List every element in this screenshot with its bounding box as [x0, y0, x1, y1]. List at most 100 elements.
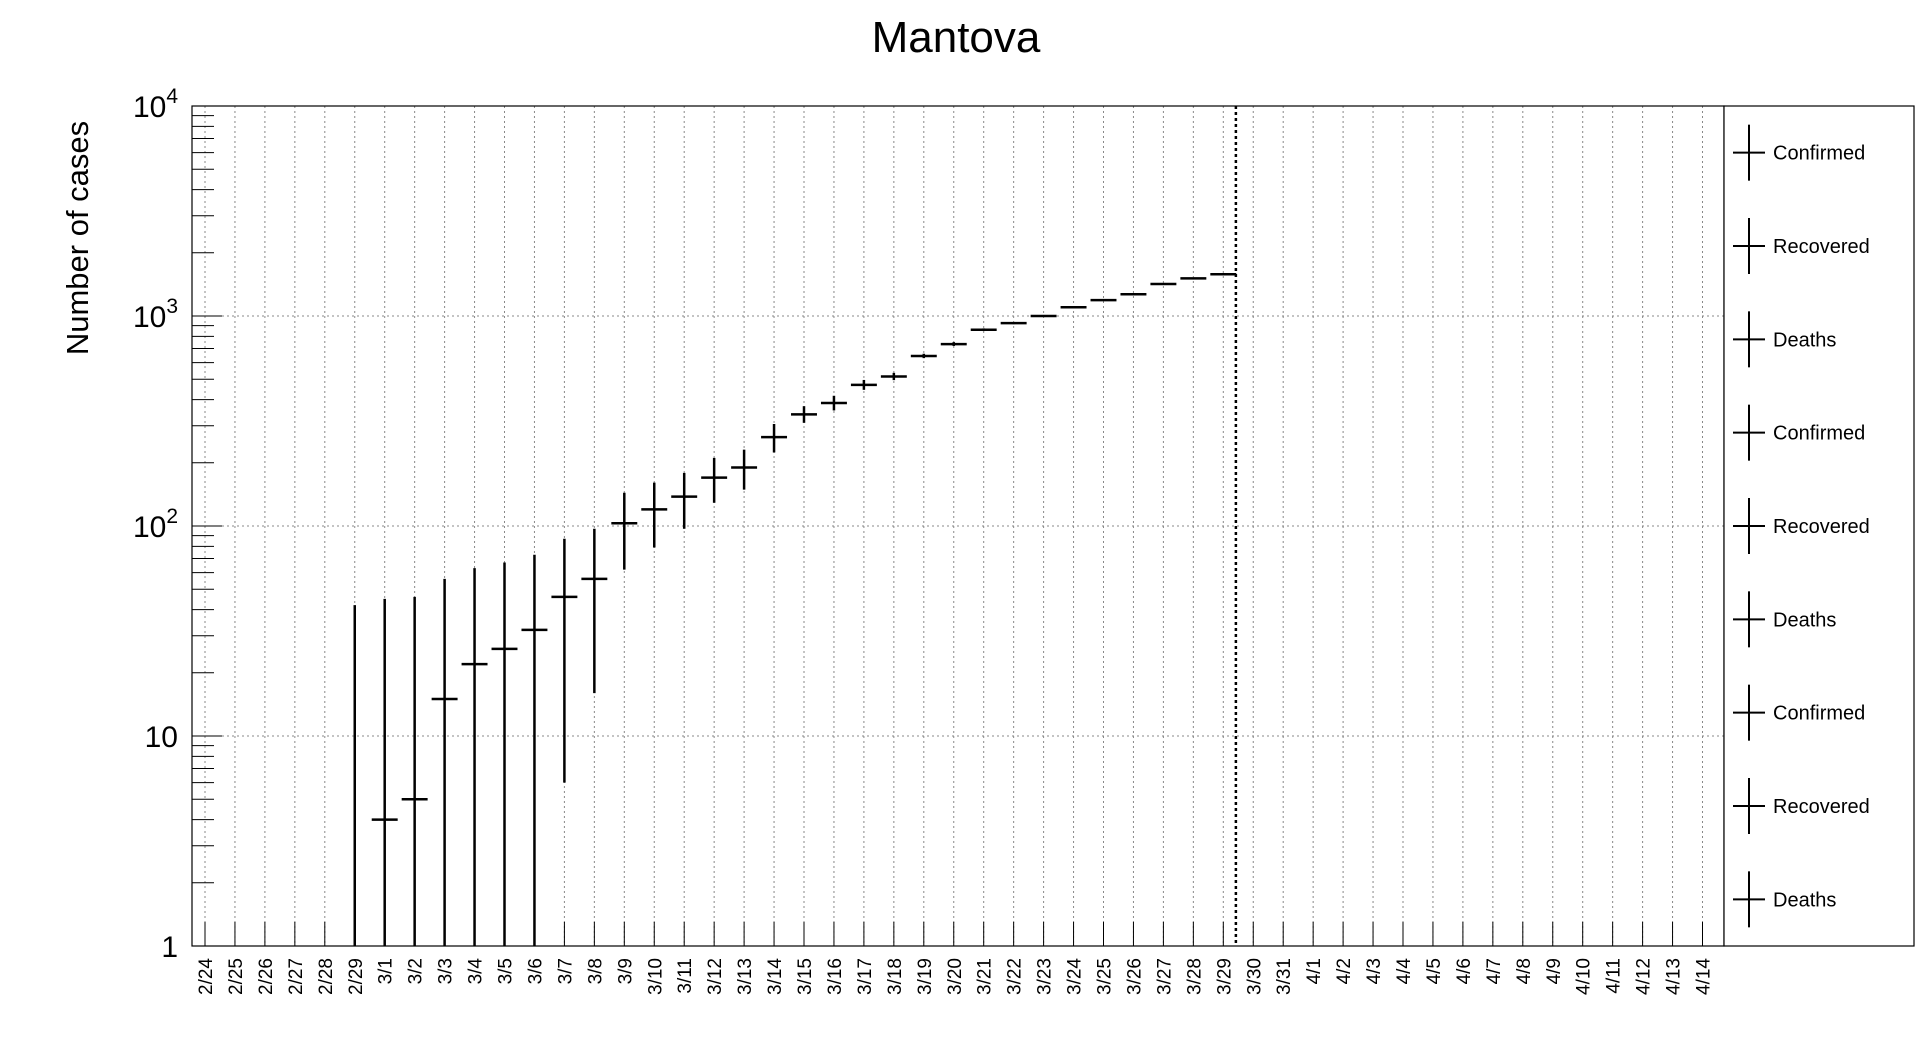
x-tick-label: 2/29: [346, 958, 367, 995]
x-tick-label: 4/9: [1544, 958, 1565, 984]
x-tick-label: 3/30: [1244, 958, 1265, 995]
x-tick-label: 3/25: [1095, 958, 1116, 995]
x-tick-label: 3/13: [735, 958, 756, 995]
legend-entry: Confirmed: [1733, 124, 1865, 181]
x-tick-label: 3/10: [645, 958, 666, 995]
y-tick-label: 103: [133, 295, 178, 334]
legend-entry: Confirmed: [1733, 684, 1865, 741]
x-tick-label: 3/15: [795, 958, 816, 995]
x-tick-label: 4/6: [1454, 958, 1475, 984]
legend-entry: Deaths: [1733, 871, 1836, 928]
y-axis-tick-labels: 1 10 102 103 104: [133, 85, 178, 964]
x-tick-label: 3/12: [705, 958, 726, 995]
x-tick-label: 3/6: [525, 958, 546, 984]
y-tick-label: 10: [145, 721, 178, 754]
data-point: [611, 492, 638, 570]
data-point: [880, 372, 907, 381]
data-point: [791, 406, 817, 423]
data-points: [353, 273, 1237, 946]
x-tick-label: 4/4: [1394, 958, 1415, 985]
x-tick-label: 3/19: [915, 958, 936, 995]
x-tick-label: 3/18: [885, 958, 906, 995]
legend-label: Deaths: [1773, 889, 1836, 911]
x-tick-label: 3/5: [496, 958, 517, 984]
legend-entry: Recovered: [1733, 498, 1870, 554]
x-tick-label: 3/20: [945, 958, 966, 995]
data-point: [431, 578, 458, 946]
data-point: [521, 554, 548, 946]
x-tick-label: 4/3: [1364, 958, 1385, 984]
x-tick-label: 4/7: [1484, 958, 1505, 984]
x-tick-label: 4/5: [1424, 958, 1445, 984]
grid-layer: [192, 106, 1724, 946]
data-point: [1000, 321, 1027, 325]
x-tick-label: 3/21: [975, 958, 996, 995]
legend-label: Recovered: [1773, 236, 1870, 258]
x-tick-label: 3/9: [615, 958, 636, 984]
data-point: [701, 457, 728, 503]
x-tick-label: 3/4: [466, 958, 487, 985]
legend-label: Confirmed: [1773, 423, 1865, 445]
x-tick-label: 3/8: [585, 958, 606, 984]
x-tick-label: 4/10: [1574, 958, 1595, 995]
x-tick-label: 3/7: [555, 958, 576, 984]
data-point: [401, 596, 428, 946]
legend-entry: Recovered: [1733, 778, 1870, 834]
x-tick-label: 3/2: [406, 958, 427, 984]
x-tick-label: 2/25: [226, 958, 247, 995]
legend-label: Confirmed: [1773, 143, 1865, 165]
x-tick-label: 3/27: [1154, 958, 1175, 995]
x-tick-label: 4/1: [1304, 958, 1325, 984]
x-tick-label: 4/14: [1694, 958, 1715, 995]
x-tick-label: 3/26: [1124, 958, 1145, 995]
y-tick-label: 102: [133, 505, 178, 544]
x-tick-label: 3/17: [855, 958, 876, 995]
x-tick-label: 3/14: [765, 958, 786, 995]
data-point: [1060, 306, 1087, 309]
data-point: [731, 449, 758, 490]
x-tick-label: 4/11: [1604, 958, 1625, 994]
x-tick-label: 4/13: [1664, 958, 1685, 995]
legend-label: Recovered: [1773, 796, 1870, 818]
x-axis-ticks: [204, 922, 1703, 946]
legend-entries: Confirmed Recovered Deaths Confirmed Recover…: [1733, 124, 1870, 928]
x-tick-label: 2/24: [196, 958, 217, 995]
x-tick-label: 3/31: [1274, 958, 1295, 995]
data-point: [371, 598, 398, 946]
legend-entry: Confirmed: [1733, 404, 1865, 461]
data-point: [910, 353, 937, 359]
data-point: [581, 528, 608, 694]
data-point: [1030, 314, 1057, 318]
legend-entry: Deaths: [1733, 591, 1836, 648]
data-point: [820, 395, 847, 411]
data-point: [491, 562, 518, 946]
x-tick-label: 4/8: [1514, 958, 1535, 984]
data-point: [850, 379, 877, 390]
x-tick-label: 4/12: [1634, 958, 1655, 995]
x-tick-label: 2/27: [286, 958, 307, 995]
legend-entry: Recovered: [1733, 218, 1870, 274]
x-tick-label: 4/2: [1334, 958, 1355, 984]
x-tick-label: 3/16: [825, 958, 846, 995]
y-tick-label: 1: [161, 931, 178, 964]
x-tick-label: 3/11: [675, 958, 696, 994]
x-tick-label: 3/24: [1065, 958, 1086, 995]
x-tick-label: 3/22: [1005, 958, 1026, 995]
data-point: [1090, 298, 1117, 302]
y-tick-label: 104: [133, 85, 178, 124]
chart-title: Mantova: [872, 13, 1041, 62]
legend-label: Confirmed: [1773, 703, 1865, 725]
data-point: [671, 472, 698, 529]
x-tick-label: 2/26: [256, 958, 277, 995]
data-point: [940, 342, 967, 346]
data-point: [970, 328, 997, 332]
y-minor-ticks: [192, 105, 222, 947]
x-tick-label: 3/29: [1214, 958, 1235, 995]
x-tick-label: 3/3: [436, 958, 457, 984]
y-axis-label: Number of cases: [60, 121, 95, 355]
data-point: [551, 538, 578, 783]
legend-label: Deaths: [1773, 609, 1836, 631]
legend-label: Recovered: [1773, 516, 1870, 538]
data-point: [641, 482, 668, 548]
